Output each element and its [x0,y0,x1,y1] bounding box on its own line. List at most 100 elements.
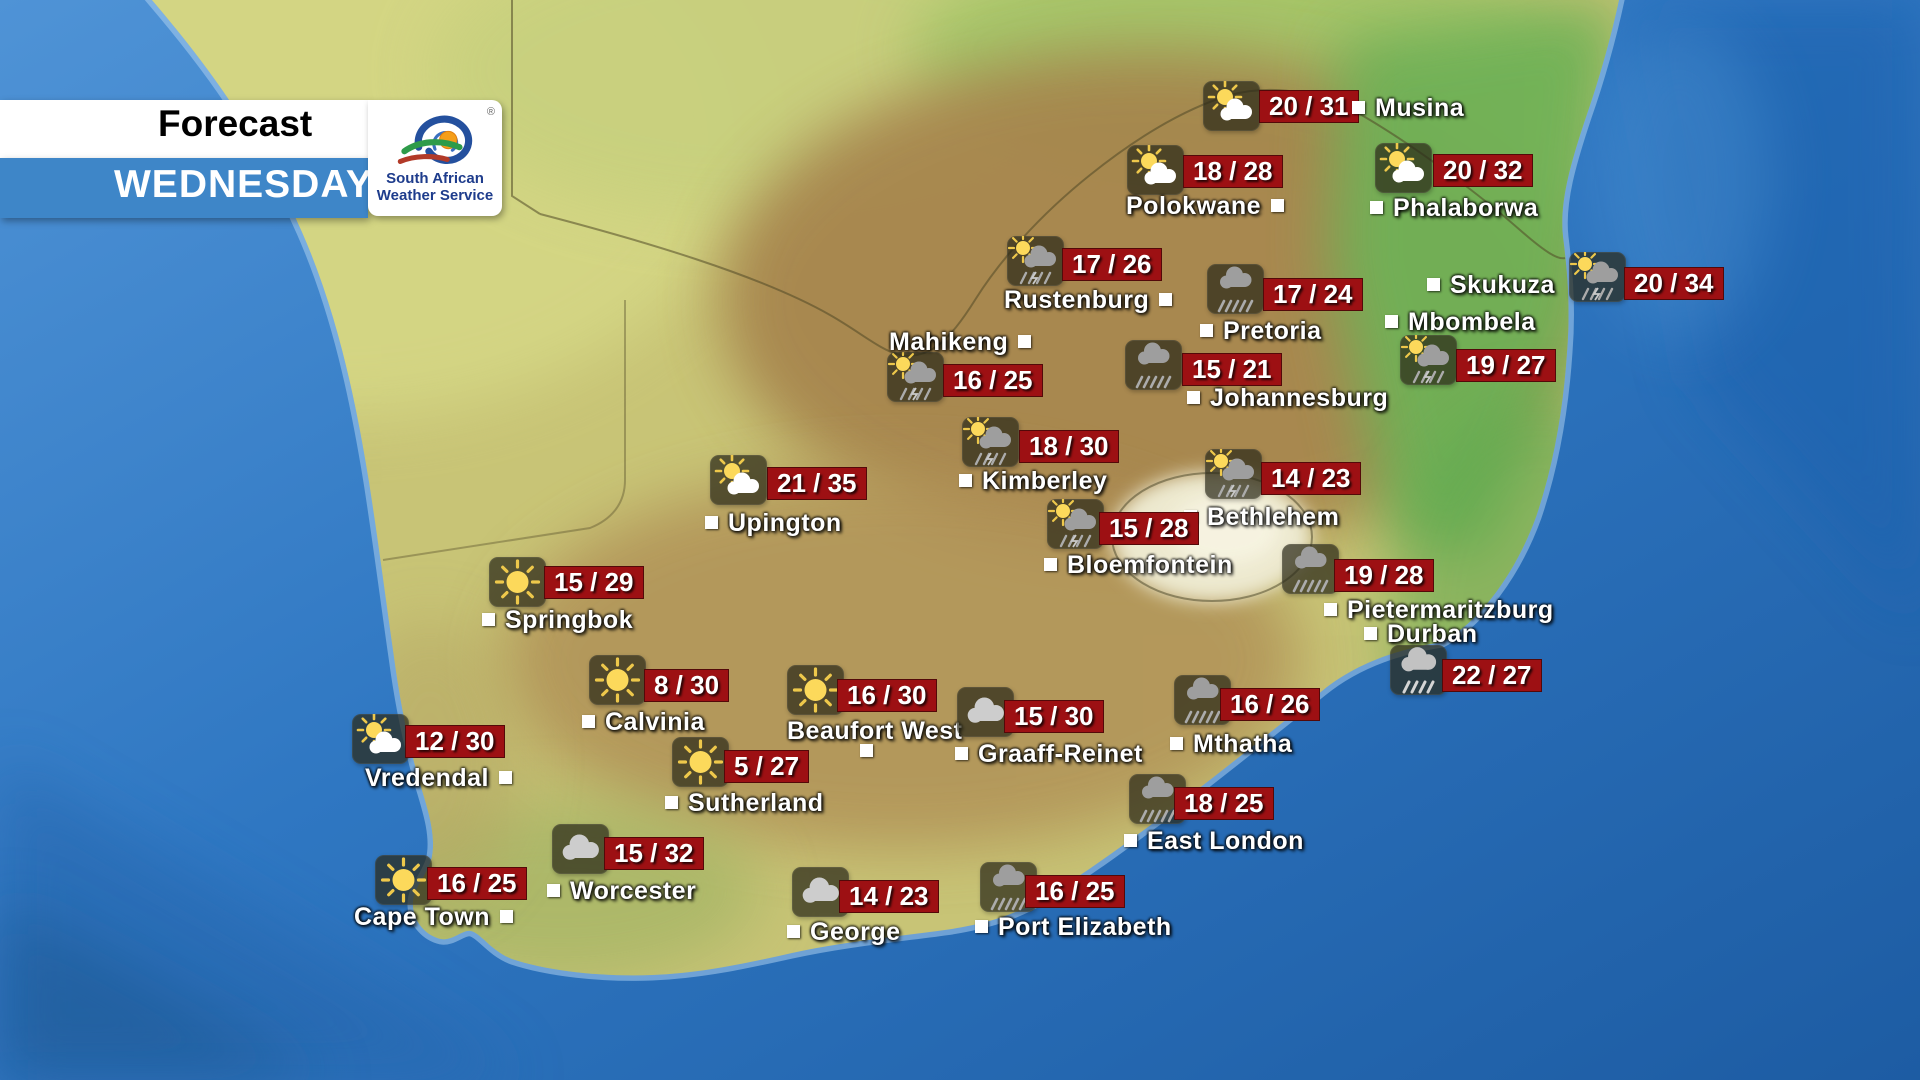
page-title: Forecast [158,103,313,144]
city-name: Springbok [505,606,634,634]
city-marker-square [1200,324,1213,337]
city-marker-square [955,747,968,760]
city-marker-square [499,910,513,923]
saws-name-line2: Weather Service [376,187,494,204]
city-marker-square [482,613,495,626]
temp-range-pretoria: 17 / 24 [1263,278,1363,311]
city-marker-square [959,474,972,487]
city-marker-square [1170,737,1183,750]
temp-range-george: 14 / 23 [839,880,939,913]
city-label-pretoria: Pretoria [1200,317,1321,346]
temp-range-beaufort-west: 16 / 30 [837,679,937,712]
city-marker-square [1044,558,1057,571]
rain-icon [1125,340,1182,390]
rain-icon [1207,264,1264,314]
city-label-east-london: East London [1124,827,1304,856]
city-marker-square [499,771,512,784]
city-name: Johannesburg [1210,384,1389,412]
temp-range-bloemfontein: 15 / 28 [1099,512,1199,545]
temp-range-sutherland: 5 / 27 [724,750,810,783]
city-name: Mthatha [1193,730,1293,758]
city-label-worcester: Worcester [547,877,696,906]
city-name: Mbombela [1408,308,1536,336]
city-label-port-elizabeth: Port Elizabeth [975,913,1172,942]
city-name: Bloemfontein [1067,551,1233,579]
city-name: Rustenburg [1004,286,1150,314]
temp-range-mahikeng: 16 / 25 [943,364,1043,397]
sunny-icon [589,655,646,705]
city-label-mbombela: Mbombela [1385,308,1536,337]
partly-cloudy-icon [1203,81,1260,131]
city-label-skukuza: Skukuza [1427,271,1555,300]
city-label-beaufort-west: Beaufort West [787,717,963,757]
temp-range-worcester: 15 / 32 [604,837,704,870]
city-label-durban: Durban [1364,620,1478,649]
thundershowers-icon [1569,252,1626,302]
temp-range-springbok: 15 / 29 [544,566,644,599]
thundershowers-icon [1400,335,1457,385]
city-marker-square [1324,603,1337,616]
forecast-day: WEDNESDAY [114,163,373,206]
city-label-rustenburg: Rustenburg [1004,286,1173,315]
city-name: Bethlehem [1207,503,1340,531]
city-marker-square [975,920,988,933]
city-name: Sutherland [688,789,824,817]
city-name: Mahikeng [889,328,1009,356]
city-name: Polokwane [1126,192,1262,220]
temp-range-mbombela: 19 / 27 [1456,349,1556,382]
heavy-rain-icon [1390,645,1447,695]
city-name: Worcester [570,877,697,905]
city-name: Durban [1387,620,1478,648]
day-banner [0,158,368,218]
thundershowers-icon [887,352,944,402]
city-marker-square [1427,278,1440,291]
city-label-mthatha: Mthatha [1170,730,1292,759]
saws-swirl-icon [397,115,473,165]
city-label-johannesburg: Johannesburg [1187,384,1388,413]
city-label-vredendal: Vredendal [365,764,512,793]
city-label-bloemfontein: Bloemfontein [1044,551,1233,580]
city-name: George [810,918,901,946]
city-marker-square [860,744,873,757]
city-marker-square [1271,199,1285,212]
city-name: Graaff-Reinet [978,740,1143,768]
thundershowers-icon [1205,449,1262,499]
temp-range-skukuza: 20 / 34 [1624,267,1724,300]
city-name: Phalaborwa [1393,194,1539,222]
city-name: Cape Town [354,903,490,931]
city-name: East London [1147,827,1304,855]
city-marker-square [705,516,718,529]
temp-range-upington: 21 / 35 [767,467,867,500]
city-marker-square [1364,627,1377,640]
city-label-calvinia: Calvinia [582,708,705,737]
partly-cloudy-icon [1375,143,1432,193]
city-label-polokwane: Polokwane [1126,192,1285,221]
city-label-bethlehem: Bethlehem [1184,503,1339,532]
city-name: Kimberley [982,467,1108,495]
temp-range-cape-town: 16 / 25 [427,867,527,900]
city-name: Pretoria [1223,317,1322,345]
saws-logo: ® South African Weather Service [368,100,502,216]
saws-name: South African Weather Service [368,170,502,204]
temp-range-vredendal: 12 / 30 [405,725,505,758]
temp-range-kimberley: 18 / 30 [1019,430,1119,463]
city-name: Musina [1375,94,1465,122]
temp-range-polokwane: 18 / 28 [1183,155,1283,188]
temp-range-east-london: 18 / 25 [1174,787,1274,820]
temp-range-durban: 22 / 27 [1442,659,1542,692]
temp-range-mthatha: 16 / 26 [1220,688,1320,721]
city-marker-square [1370,201,1383,214]
city-marker-square [582,715,595,728]
thundershowers-icon [962,417,1019,467]
sunny-icon [672,737,729,787]
sunny-icon [375,855,432,905]
city-marker-square [547,884,560,897]
city-name: Upington [728,509,842,537]
city-marker-square [1352,101,1365,114]
city-marker-square [1159,293,1173,306]
sunny-icon [489,557,546,607]
city-label-mahikeng: Mahikeng [889,328,1032,357]
city-label-springbok: Springbok [482,606,633,635]
temp-range-graaff-reinet: 15 / 30 [1004,700,1104,733]
